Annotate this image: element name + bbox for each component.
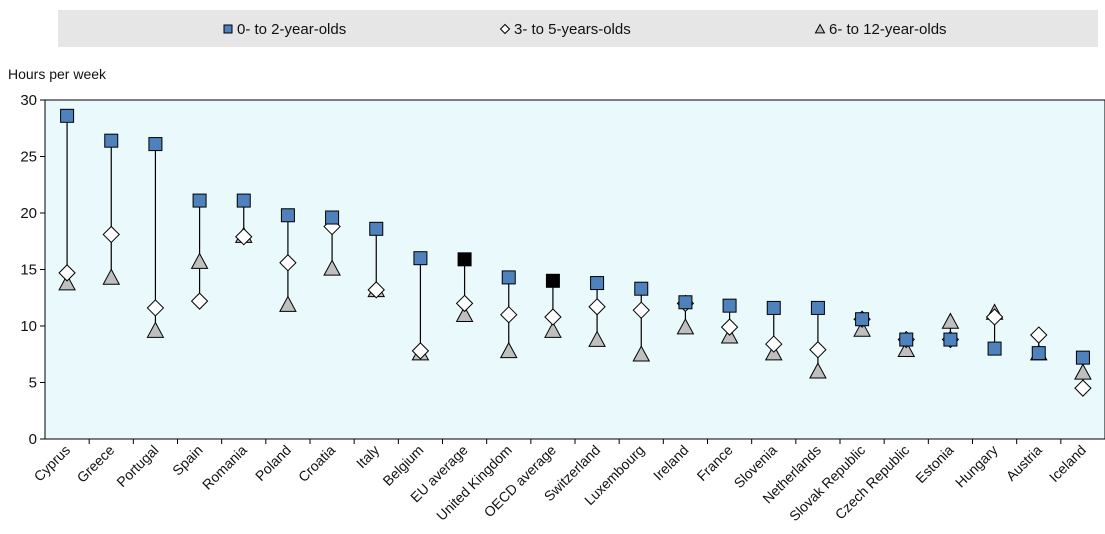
point-3-to-5	[544, 308, 562, 326]
point-6-to-12	[455, 305, 474, 322]
x-tick-label: Estonia	[912, 442, 956, 486]
point-3-to-5	[809, 341, 827, 359]
x-tick-label: Romania	[199, 442, 250, 493]
point-6-to-12	[499, 341, 518, 359]
point-0-to-2	[192, 193, 207, 208]
point-0-to-2	[899, 332, 914, 347]
point-6-to-12	[58, 274, 76, 291]
y-axis-label: Hours per week	[8, 66, 107, 82]
point-3-to-5	[146, 299, 165, 317]
x-tick-label: France	[694, 442, 736, 484]
point-0-to-2	[545, 273, 560, 288]
point-0-to-2	[678, 295, 693, 310]
point-3-to-5	[235, 228, 253, 246]
point-6-to-12	[941, 312, 960, 329]
point-3-to-5	[588, 298, 606, 316]
point-6-to-12	[588, 330, 606, 347]
point-0-to-2	[943, 332, 958, 347]
point-0-to-2	[810, 300, 825, 315]
point-0-to-2	[280, 208, 295, 223]
point-6-to-12	[102, 268, 121, 285]
x-tick-label: Ireland	[650, 442, 692, 484]
point-3-to-5	[102, 225, 120, 244]
point-0-to-2	[722, 298, 737, 313]
point-0-to-2	[457, 252, 472, 267]
point-0-to-2	[148, 137, 163, 152]
x-tick-label: Spain	[169, 442, 206, 479]
y-tick-label: 15	[20, 262, 37, 279]
legend-label: 3- to 5-years-olds	[514, 21, 631, 38]
point-3-to-5	[500, 305, 518, 324]
point-0-to-2	[634, 281, 649, 296]
point-3-to-5	[1074, 379, 1092, 397]
point-6-to-12	[897, 340, 916, 358]
point-3-to-5	[1030, 326, 1048, 344]
point-3-to-5	[765, 335, 783, 353]
point-0-to-2	[1075, 350, 1090, 365]
point-6-to-12	[323, 259, 341, 276]
x-tick-label: Italy	[353, 442, 382, 471]
point-3-to-5	[985, 308, 1004, 326]
point-3-to-5	[279, 254, 297, 272]
point-0-to-2	[104, 133, 119, 148]
point-0-to-2	[236, 193, 251, 208]
x-tick-label: Slovak Republic	[786, 442, 868, 524]
point-6-to-12	[279, 295, 297, 312]
point-6-to-12	[809, 362, 827, 379]
y-tick-label: 30	[20, 92, 37, 109]
legend: 0- to 2-year-olds 3- to 5-years-olds 6- to…	[223, 21, 947, 38]
point-0-to-2	[369, 221, 384, 236]
legend-marker-3-to-5	[499, 23, 511, 35]
point-6-to-12	[146, 321, 165, 338]
x-tick-label: Poland	[252, 442, 294, 484]
point-3-to-5	[632, 301, 650, 319]
point-6-to-12	[676, 318, 695, 335]
point-0-to-2	[413, 251, 428, 266]
y-tick-label: 25	[20, 149, 37, 166]
x-tick-label: Austria	[1003, 442, 1045, 484]
point-0-to-2	[501, 270, 516, 285]
x-tick-label: Cyprus	[31, 442, 74, 485]
point-3-to-5	[411, 342, 430, 360]
point-6-to-12	[190, 252, 209, 269]
legend-marker-6-to-12	[814, 23, 826, 34]
point-3-to-5	[720, 318, 739, 336]
point-3-to-5	[190, 292, 209, 310]
point-6-to-12	[544, 321, 562, 338]
x-tick-label: Iceland	[1046, 442, 1089, 485]
data-marks	[58, 108, 1092, 397]
point-3-to-5	[367, 281, 385, 299]
point-0-to-2	[1031, 346, 1046, 361]
point-0-to-2	[766, 300, 781, 315]
y-tick-label: 0	[29, 431, 37, 448]
point-0-to-2	[60, 108, 75, 123]
x-tick-label: Hungary	[952, 442, 1001, 491]
point-0-to-2	[590, 276, 605, 291]
legend-marker-0-to-2	[223, 24, 233, 34]
x-tick-label: United Kingdom	[433, 442, 515, 524]
point-6-to-12	[853, 320, 871, 337]
x-tick-label: Croatia	[295, 442, 338, 485]
point-0-to-2	[855, 312, 870, 327]
y-tick-label: 20	[20, 205, 37, 222]
point-3-to-5	[455, 294, 474, 313]
legend-label: 0- to 2-year-olds	[237, 21, 346, 38]
x-tick-label: Greece	[74, 442, 118, 486]
plot-area	[44, 99, 1105, 440]
x-tick-label: Portugal	[113, 442, 161, 490]
y-tick-label: 10	[20, 318, 37, 335]
legend-label: 6- to 12-year-olds	[829, 21, 947, 38]
point-6-to-12	[1074, 363, 1092, 380]
point-0-to-2	[987, 341, 1002, 356]
point-3-to-5	[58, 264, 76, 282]
y-tick-label: 5	[29, 375, 37, 392]
point-0-to-2	[325, 210, 340, 225]
point-6-to-12	[632, 345, 651, 362]
